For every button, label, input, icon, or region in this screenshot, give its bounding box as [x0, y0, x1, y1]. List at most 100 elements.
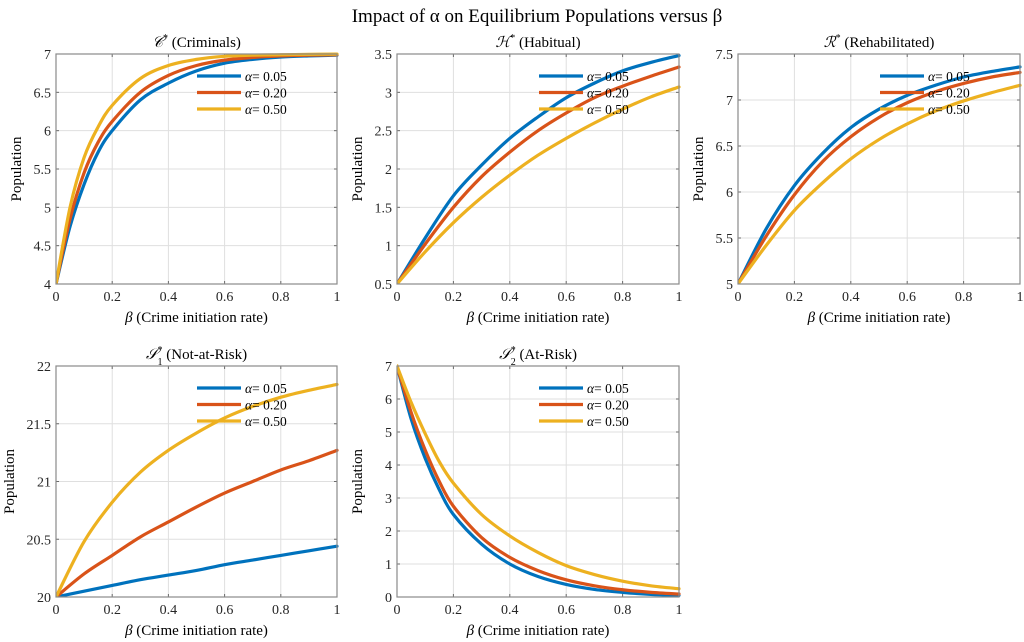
legend-value: = 0.20 [594, 86, 629, 101]
y-tick-label: 7.5 [716, 48, 734, 63]
y-tick-label: 20 [37, 591, 51, 606]
subplot-rehabilitated: 0 0.2 0.4 0.6 0.8 155.566.577.5α= 0.05α= 0.20… [691, 33, 1024, 326]
y-axis-label: Population [691, 136, 707, 202]
subplot-criminals: 0 0.2 0.4 0.6 0.8 144.555.566.57α= 0.05α= 0.2… [9, 33, 341, 326]
series-line-a050 [56, 382, 339, 597]
y-tick-label: 2 [385, 163, 392, 178]
legend-label: α= 0.20 [587, 398, 629, 413]
title-superscript: * [163, 33, 168, 44]
y-axis-label: Population [350, 449, 366, 515]
title-text: (Criminals) [168, 35, 241, 51]
series-line-a050 [397, 364, 681, 591]
y-tick-label: 2 [385, 525, 392, 540]
legend: α= 0.05α= 0.20α= 0.50 [197, 381, 287, 429]
title-text: (Not-at-Risk) [163, 347, 248, 363]
y-tick-label: 7 [44, 48, 51, 63]
y-tick-label: 4.5 [34, 240, 52, 255]
legend-label: α= 0.50 [587, 102, 629, 117]
y-tick-label: 1 [385, 558, 392, 573]
series-group [56, 382, 339, 597]
series-line-a050 [56, 52, 339, 284]
legend-value: = 0.20 [252, 398, 287, 413]
y-tick-label: 6.5 [716, 140, 734, 155]
x-tick-label: 0.4 [501, 290, 519, 305]
x-axis-label: β (Crime initiation rate) [466, 310, 610, 326]
x-tick-label: 0.8 [614, 603, 632, 618]
y-tick-label: 4 [44, 278, 51, 293]
legend-value: = 0.50 [252, 102, 287, 117]
legend: α= 0.05α= 0.20α= 0.50 [539, 381, 629, 429]
x-tick-label: 0.8 [272, 290, 290, 305]
legend-label: α= 0.50 [928, 102, 970, 117]
y-tick-label: 3.5 [375, 48, 393, 63]
legend-alpha: α [928, 69, 936, 84]
x-tick-label: 0 [735, 290, 742, 305]
legend-value: = 0.05 [935, 69, 970, 84]
legend: α= 0.05α= 0.20α= 0.50 [197, 69, 287, 117]
series-group [397, 364, 681, 597]
legend-value: = 0.20 [594, 398, 629, 413]
subplots: 0 0.2 0.4 0.6 0.8 144.555.566.57α= 0.05α= 0.2… [2, 33, 1024, 639]
series-line-a050 [397, 85, 681, 284]
subplot-title: 𝒮* 2 (At-Risk) [499, 345, 577, 368]
axes-frame [396, 365, 680, 598]
axes-frame [737, 53, 1021, 285]
legend-label: α= 0.50 [245, 102, 287, 117]
subplot-title: 𝒞* (Criminals) [152, 33, 241, 51]
title-text: (At-Risk) [516, 347, 577, 363]
subplot-title: ℛ* (Rehabilitated) [824, 33, 935, 51]
y-tick-label: 5 [385, 426, 392, 441]
x-tick-label: 0.6 [216, 603, 234, 618]
y-tick-label: 6.5 [34, 86, 52, 101]
y-tick-label: 1.5 [375, 201, 393, 216]
title-symbol: ℛ [824, 35, 837, 51]
legend-value: = 0.05 [252, 381, 287, 396]
series-group [397, 53, 681, 284]
x-label-text: (Crime initiation rate) [815, 310, 950, 326]
title-superscript: * [158, 345, 163, 356]
y-tick-label: 21 [37, 476, 51, 491]
title-text: (Habitual) [515, 35, 580, 51]
series-line-a020 [397, 65, 681, 284]
legend-label: α= 0.20 [928, 86, 970, 101]
y-tick-label: 0 [385, 591, 392, 606]
x-label-text: (Crime initiation rate) [474, 623, 609, 639]
y-tick-label: 1 [385, 240, 392, 255]
series-line-a020 [56, 448, 339, 597]
legend-value: = 0.05 [594, 381, 629, 396]
series-line-a050 [738, 83, 1022, 284]
y-tick-label: 7 [726, 94, 733, 109]
legend-alpha: α [587, 414, 595, 429]
series-line-a020 [738, 70, 1022, 284]
legend: α= 0.05α= 0.20α= 0.50 [880, 69, 970, 117]
title-superscript: * [511, 345, 516, 356]
legend-value: = 0.50 [594, 102, 629, 117]
legend-alpha: α [245, 414, 253, 429]
x-tick-label: 0.6 [898, 290, 916, 305]
legend-label: α= 0.05 [587, 381, 629, 396]
legend-value: = 0.20 [935, 86, 970, 101]
legend-alpha: α [245, 398, 253, 413]
x-tick-label: 0 [394, 603, 401, 618]
legend: α= 0.05α= 0.20α= 0.50 [539, 69, 629, 117]
series-line-a005 [397, 53, 681, 284]
y-tick-label: 6 [726, 186, 733, 201]
x-label-symbol: β [124, 310, 133, 326]
x-tick-label: 1 [334, 603, 341, 618]
series-group [738, 65, 1022, 284]
y-tick-label: 7 [385, 360, 392, 375]
legend-alpha: α [587, 381, 595, 396]
x-label-symbol: β [807, 310, 816, 326]
legend-alpha: α [245, 381, 253, 396]
figure-suptitle: Impact of α on Equilibrium Populations v… [352, 6, 723, 27]
y-tick-label: 5.5 [716, 232, 734, 247]
x-label-text: (Crime initiation rate) [474, 310, 609, 326]
x-tick-label: 0.8 [955, 290, 973, 305]
y-tick-label: 0.5 [375, 278, 393, 293]
y-axis-label: Population [350, 136, 366, 202]
title-subscript: 1 [158, 357, 163, 368]
legend-alpha: α [928, 86, 936, 101]
title-superscript: * [836, 33, 841, 44]
